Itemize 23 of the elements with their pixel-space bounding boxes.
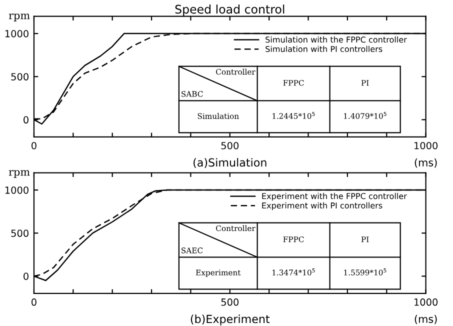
text: (b)Experiment <box>190 314 270 326</box>
y-tick-label: 500 <box>11 73 28 80</box>
x-tick-label: 1000 <box>414 142 438 150</box>
y-tick-label: 1000 <box>5 186 28 194</box>
legend-label: Simulation with PI controllers <box>266 46 382 52</box>
x-axis-title: (ms) <box>414 314 437 324</box>
legend-label: Simulation with the FPPC controller <box>266 36 407 43</box>
y-tick-label: 500 <box>11 230 28 237</box>
x-tick-label: 500 <box>221 142 239 150</box>
y-tick-label: 1000 <box>5 30 28 38</box>
y-tick-label: 0 <box>24 116 28 124</box>
legend-label: Experiment with the FPPC controller <box>262 192 407 201</box>
legend-label: Experiment with PI controllers <box>262 202 382 210</box>
y-axis-title: rpm <box>8 170 30 178</box>
x-axis-title: (ms) <box>414 158 437 168</box>
x-tick-label: 1000 <box>414 298 438 306</box>
x-tick-label: 500 <box>221 298 239 306</box>
x-tick-label: 0 <box>32 298 36 306</box>
text: (a)Simulation <box>194 158 266 168</box>
x-tick-label: 0 <box>32 142 36 150</box>
chart-title: Speed load control <box>175 4 284 16</box>
y-tick-label: 0 <box>24 272 28 280</box>
y-axis-title: rpm <box>8 14 30 22</box>
